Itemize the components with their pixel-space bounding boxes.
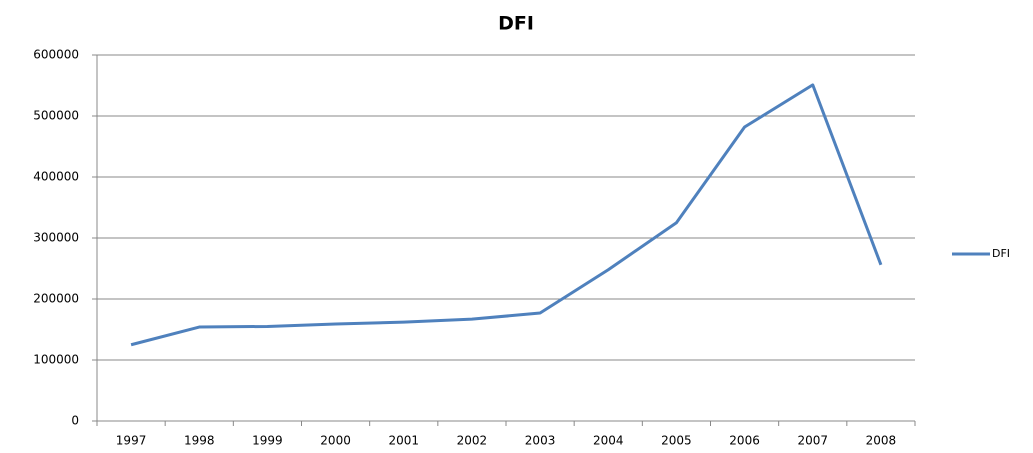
- x-tick-label: 2003: [525, 434, 556, 448]
- x-tick-label: 2007: [797, 434, 828, 448]
- chart-title: DFI: [498, 13, 534, 35]
- x-tick-label: 2000: [320, 434, 351, 448]
- y-tick-label: 200000: [33, 292, 79, 306]
- x-tick-label: 2002: [457, 434, 488, 448]
- data-line: [130, 83, 883, 347]
- y-tick-label: 300000: [33, 231, 79, 245]
- x-tick-label: 2001: [388, 434, 419, 448]
- y-tick-label: 400000: [33, 170, 79, 184]
- x-tick-label: 1997: [116, 434, 147, 448]
- x-tick-label: 2008: [866, 434, 897, 448]
- y-tick-label: 500000: [33, 109, 79, 123]
- y-tick-label: 0: [71, 414, 79, 428]
- x-tick-label: 1999: [252, 434, 283, 448]
- y-tick-label: 100000: [33, 353, 79, 367]
- x-tick-label: 2004: [593, 434, 624, 448]
- x-tick-label: 2005: [661, 434, 692, 448]
- y-tick-label: 600000: [33, 48, 79, 62]
- x-tick-label: 1998: [184, 434, 215, 448]
- legend-label: DFI: [992, 247, 1010, 260]
- x-tick-label: 2006: [729, 434, 760, 448]
